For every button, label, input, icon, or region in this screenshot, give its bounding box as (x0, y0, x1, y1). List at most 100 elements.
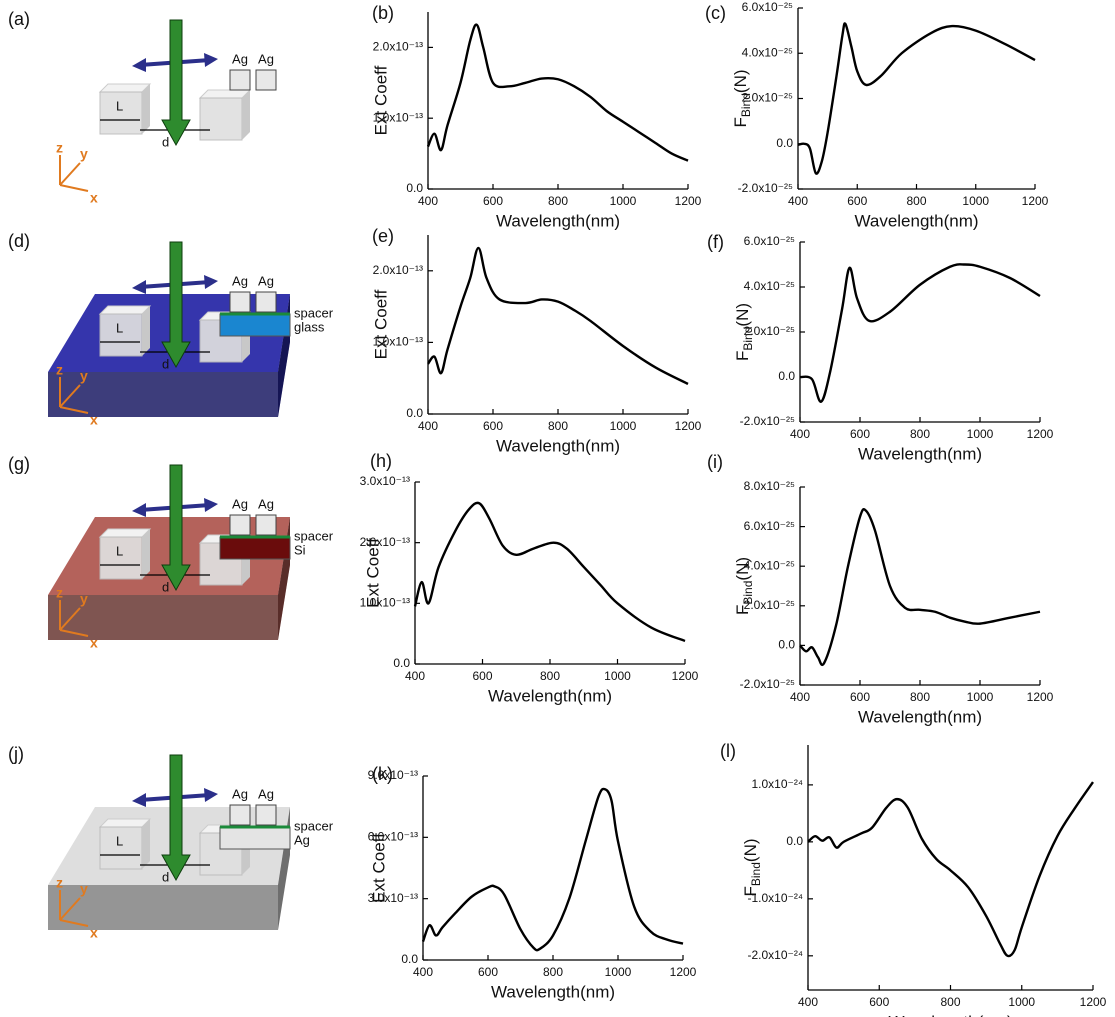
x-tick-label: 1000 (967, 690, 994, 704)
x-tick-label: 1200 (675, 194, 702, 208)
cube-side (142, 84, 150, 134)
y-axis-label-part: Bind (741, 327, 755, 351)
cube-top (98, 528, 152, 538)
y-tick-label: 2.0x10⁻¹³ (360, 535, 410, 549)
cube-label: Ag (232, 51, 248, 66)
y-tick-label: 2.0x10⁻²⁵ (744, 324, 795, 338)
panel-label: (f) (707, 232, 724, 252)
axis-x (59, 406, 89, 414)
y-tick-label: 0.0 (406, 406, 423, 420)
x-tick-label: 400 (790, 427, 810, 441)
y-axis-label-part: Bind (741, 581, 755, 605)
y-axis-label-part: (N) (741, 838, 760, 862)
y-axis-label-part: F (741, 886, 760, 896)
data-line (799, 263, 1041, 403)
x-tick-label: 600 (847, 194, 867, 208)
x-tick-label: 600 (850, 427, 870, 441)
layer-label: Ag (294, 832, 310, 847)
y-axis-label: Ext Coeff (371, 289, 390, 359)
panel-label: (g) (8, 454, 30, 474)
y-tick-label: 6.0x10⁻²⁵ (742, 0, 793, 14)
inset-cube (255, 291, 277, 313)
y-tick-label: 0.0 (778, 638, 795, 652)
y-tick-label: 4.0x10⁻²⁵ (744, 558, 795, 572)
length-label: L (116, 320, 123, 335)
cube-label: Ag (232, 273, 248, 288)
panel-label: (a) (8, 9, 30, 29)
cube-top (198, 89, 252, 99)
axis-x (59, 629, 89, 637)
axis-name: x (90, 412, 98, 428)
substrate-front (48, 595, 278, 640)
cube-side (242, 90, 250, 140)
substrate-front-shade (48, 885, 278, 930)
y-tick-label: 1.0x10⁻¹³ (373, 110, 423, 124)
axis-name: z (56, 585, 63, 601)
inset-substrate (219, 826, 291, 850)
x-tick-label: 800 (548, 419, 568, 433)
panel-label: (l) (720, 741, 736, 761)
cube-label: Ag (258, 51, 274, 66)
cube-front (99, 826, 143, 870)
y-axis-label-part: F (733, 351, 752, 361)
arrow-head (132, 280, 146, 294)
x-tick-label: 1000 (1008, 995, 1035, 1009)
cube-top (98, 83, 152, 93)
k-arrow (161, 19, 191, 147)
data-line (421, 787, 684, 952)
y-tick-label: 0.0 (778, 369, 795, 383)
y-axis-label-part: Bind (739, 93, 753, 117)
y-axis-label-part: F (731, 117, 750, 127)
axis-name: z (56, 140, 63, 156)
x-tick-label: 600 (483, 194, 503, 208)
y-axis-label: Ext Coeff (369, 833, 388, 903)
length-label: L (116, 98, 123, 113)
axis-y (59, 607, 81, 631)
x-tick-label: 400 (788, 194, 808, 208)
x-tick-label: 1000 (605, 965, 632, 979)
data-line (799, 507, 1041, 667)
x-tick-label: 1000 (962, 194, 989, 208)
data-line (426, 23, 689, 162)
x-tick-label: 400 (798, 995, 818, 1009)
x-tick-label: 400 (790, 690, 810, 704)
axis-y (59, 162, 81, 186)
arrow-head (132, 503, 146, 517)
panel-label: (e) (372, 226, 394, 246)
y-tick-label: 1.0x10⁻¹³ (373, 335, 423, 349)
x-tick-label: 600 (478, 965, 498, 979)
y-tick-label: 9.0x10⁻¹³ (368, 768, 418, 782)
axis-y (59, 897, 81, 921)
y-axis-label-part: (N) (733, 303, 752, 327)
gap-label: d (162, 869, 169, 884)
y-tick-label: 0.0 (406, 181, 423, 195)
data-line (797, 22, 1036, 175)
arrow-head (204, 275, 218, 289)
x-tick-label: 400 (418, 194, 438, 208)
inset-cube (255, 69, 277, 91)
x-tick-label: 1200 (670, 965, 697, 979)
x-tick-label: 1000 (610, 194, 637, 208)
gap-label: d (162, 356, 169, 371)
x-tick-label: 600 (850, 690, 870, 704)
x-tick-label: 400 (405, 669, 425, 683)
y-tick-label: 6.0x10⁻²⁵ (744, 519, 795, 533)
axis-name: y (80, 881, 88, 897)
y-tick-label: -2.0x10⁻²⁵ (740, 677, 795, 691)
gap-label: d (162, 134, 169, 149)
x-tick-label: 400 (413, 965, 433, 979)
cube-side (142, 306, 150, 356)
y-axis-label: Ext Coeff (363, 538, 382, 608)
y-axis-label-part: F (733, 605, 752, 615)
y-axis-label: FBind(N) (733, 557, 755, 615)
y-tick-label: -2.0x10⁻²⁵ (740, 414, 795, 428)
layer-label: spacer (294, 528, 334, 543)
inset-substrate (219, 313, 291, 337)
cube-side (142, 819, 150, 869)
layer-label: spacer (294, 305, 334, 320)
axis-name: y (80, 368, 88, 384)
axis-x (59, 919, 89, 927)
length-label: L (116, 833, 123, 848)
